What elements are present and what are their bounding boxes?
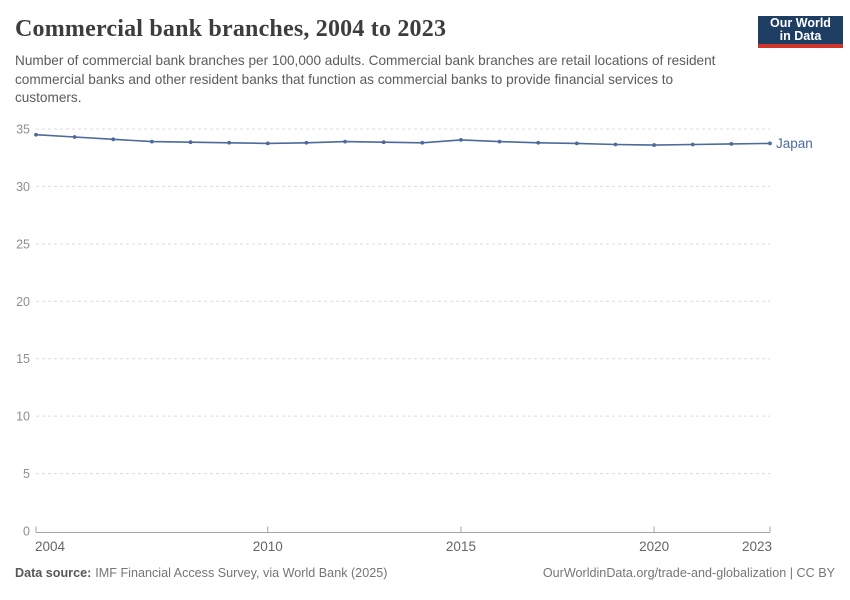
data-point-japan-2022[interactable] [729, 142, 734, 146]
data-point-japan-2023[interactable] [768, 141, 772, 146]
owid-logo-stripe [758, 44, 843, 48]
y-tick-label-5: 5 [23, 467, 30, 481]
data-source-label: Data source: [15, 566, 92, 580]
data-point-japan-2015[interactable] [459, 138, 463, 142]
owid-logo-line2: in Data [779, 29, 822, 43]
y-tick-label-10: 10 [16, 410, 30, 424]
y-tick-label-20: 20 [16, 295, 30, 309]
chart-subtitle: Number of commercial bank branches per 1… [15, 53, 716, 105]
data-point-japan-2007[interactable] [149, 139, 154, 144]
chart-title: Commercial bank branches, 2004 to 2023 [15, 16, 447, 42]
data-point-japan-2004[interactable] [34, 132, 38, 137]
data-point-japan-2006[interactable] [111, 137, 116, 142]
y-tick-label-25: 25 [16, 237, 30, 251]
data-point-japan-2008[interactable] [188, 140, 193, 145]
data-point-japan-2021[interactable] [690, 142, 695, 147]
owid-logo-line1: Our World [770, 15, 831, 30]
data-point-japan-2014[interactable] [420, 140, 425, 145]
owid-logo[interactable]: Our World in Data [758, 16, 843, 48]
y-tick-label-30: 30 [16, 180, 30, 194]
data-point-japan-2019[interactable] [613, 142, 618, 147]
x-tick-label-2020: 2020 [639, 539, 669, 554]
x-tick-label-2004: 2004 [35, 539, 66, 554]
credit-link[interactable]: OurWorldinData.org/trade-and-globalizati… [542, 566, 835, 580]
data-point-japan-2018[interactable] [574, 141, 579, 146]
data-point-japan-2011[interactable] [304, 140, 309, 145]
y-tick-label-0: 0 [23, 525, 30, 539]
x-tick-label-2010: 2010 [253, 539, 283, 554]
data-point-japan-2020[interactable] [652, 143, 657, 147]
series-label-japan[interactable]: Japan [776, 136, 813, 151]
x-tick-label-2015: 2015 [446, 539, 476, 554]
data-point-japan-2010[interactable] [265, 141, 270, 146]
y-tick-label-35: 35 [16, 123, 30, 137]
data-point-japan-2013[interactable] [381, 140, 386, 145]
trend-line-japan [35, 133, 771, 146]
data-point-japan-2017[interactable] [536, 140, 541, 145]
data-source-note: Data source: IMF Financial Access Survey,… [15, 566, 387, 580]
y-tick-label-15: 15 [16, 352, 30, 366]
data-point-japan-2016[interactable] [497, 139, 502, 144]
owid-logo-box: Our World in Data [758, 16, 843, 44]
data-point-japan-2005[interactable] [72, 135, 77, 139]
data-point-japan-2009[interactable] [227, 140, 232, 145]
data-source-value: IMF Financial Access Survey, via World B… [95, 566, 388, 580]
data-point-japan-2012[interactable] [343, 139, 347, 144]
chart-footer: Data source: IMF Financial Access Survey,… [15, 566, 835, 580]
x-tick-label-2023: 2023 [742, 539, 772, 554]
